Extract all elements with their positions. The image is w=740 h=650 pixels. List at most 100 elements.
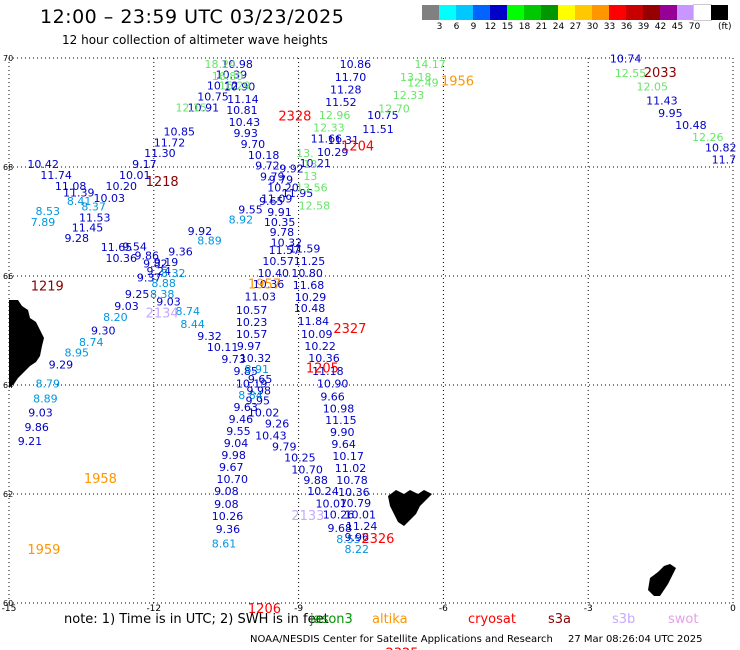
pass-time-label: 1206 — [248, 602, 281, 617]
legend-swatch — [592, 5, 609, 20]
wave-height-label: 10.24 — [307, 485, 339, 498]
wave-height-label: 10.36 — [106, 252, 137, 265]
legend-swatch — [711, 5, 728, 20]
wave-height-label: 10.40 — [258, 267, 290, 280]
pass-time-label: 1956 — [441, 74, 474, 89]
wave-height-label: 8.74 — [176, 305, 201, 318]
wave-height-label: 9.08 — [214, 498, 239, 511]
pass-time-label: 2325 — [385, 647, 418, 650]
track-nw-to-se: 10.4211.7411.0811.398.418.537.899.549.86… — [18, 158, 171, 448]
wave-height-label: 9.03 — [156, 295, 181, 308]
pass-time-label: 2033 — [644, 66, 677, 81]
legend-label: 15 — [501, 22, 514, 32]
legend-label: 6 — [453, 22, 460, 32]
wave-height-label: 9.03 — [28, 407, 53, 420]
wave-height-label: 11.51 — [362, 123, 394, 136]
wave-height-label: 9.19 — [154, 256, 179, 269]
legend-label: 30 — [586, 22, 599, 32]
wave-height-label: 13.56 — [296, 182, 328, 195]
wave-height-label: 11.03 — [245, 291, 276, 304]
pass-time-label: 1204 — [341, 140, 374, 155]
wave-height-label: 10.48 — [294, 302, 326, 315]
wave-height-label: 11.57 — [269, 244, 301, 257]
track-center-descending: 10.9011.1410.8110.439.939.7010.189.729.7… — [150, 81, 299, 551]
wave-height-label: 16.80 — [212, 70, 244, 83]
wave-height-label: 9.95 — [658, 107, 683, 120]
wave-height-label: 11.66 — [311, 132, 343, 145]
wave-height-label: 11.28 — [330, 83, 362, 96]
wave-height-label: 9.46 — [229, 413, 254, 426]
wave-height-label: 9.79 — [260, 171, 285, 184]
legend-swatch — [490, 5, 507, 20]
wave-height-label: 10.32 — [240, 352, 272, 365]
wave-height-label: 9.73 — [221, 353, 246, 366]
wave-height-label: 11.95 — [282, 187, 314, 200]
wave-height-label: 11.70 — [335, 71, 367, 84]
pass-time-label: 1218 — [146, 175, 179, 190]
wave-height-label: 9.86 — [24, 421, 49, 434]
legend-label: 24 — [552, 22, 565, 32]
wave-height-label: 10.36 — [308, 352, 340, 365]
wave-height-label: 9.36 — [216, 523, 241, 536]
lat-tick-label: 64 — [3, 381, 13, 390]
legend-label: 9 — [470, 22, 477, 32]
wave-height-label: 9.04 — [224, 437, 249, 450]
lat-tick-label: 66 — [3, 272, 13, 281]
wave-height-label: 10.98 — [323, 402, 355, 415]
pass-time-label: 1959 — [27, 543, 60, 558]
wave-height-label: 10.26 — [323, 509, 355, 522]
legend-swatch — [439, 5, 456, 20]
wave-height-label: 11.15 — [325, 414, 357, 427]
wave-height-label: 10.20 — [106, 180, 137, 193]
legend-swatch — [626, 5, 643, 20]
wave-height-label: 11.14 — [227, 93, 259, 106]
legend-label: 3 — [436, 22, 443, 32]
lat-tick-label: 62 — [3, 490, 13, 499]
legend-swatch — [541, 5, 558, 20]
legend-label: 12 — [484, 22, 497, 32]
wave-height-label: 9.54 — [122, 240, 147, 253]
pass-time-label: 1205 — [306, 361, 339, 376]
legend-swatch — [693, 4, 712, 21]
pass-time-label: 1958 — [84, 472, 117, 487]
wave-height-label: 9.92 — [279, 162, 304, 175]
wave-height-label: 7.89 — [31, 216, 56, 229]
axis-tick-labels: -15 -12 -9 -6 -3 0 70 68 66 64 62 60 — [2, 54, 736, 614]
satellite-swot: swot — [668, 612, 699, 627]
wave-height-label: 9.24 — [147, 265, 172, 278]
wave-height-label: 13.18 — [400, 71, 432, 84]
legend-swatch — [507, 5, 524, 20]
wave-height-label: 12.58 — [299, 200, 331, 213]
legend-label: 45 — [671, 22, 684, 32]
wave-height-label: 10.23 — [236, 316, 268, 329]
pass-time-labels: 2328 1204 1218 1956 2033 1219 1957 2134 2327 1205… — [27, 66, 676, 650]
lon-tick-label: -3 — [584, 604, 593, 614]
wave-height-label: 11.84 — [298, 315, 330, 328]
wave-height-label: 8.22 — [344, 543, 369, 556]
wave-height-label: 9.90 — [330, 426, 355, 439]
legend-swatch — [524, 5, 541, 20]
wave-height-label: 10.29 — [317, 146, 349, 159]
wave-height-label: 10.26 — [212, 510, 244, 523]
legend-label: 39 — [637, 22, 650, 32]
wave-height-label: 10.12 — [207, 80, 239, 93]
wave-height-label: 10.91 — [188, 101, 220, 114]
legend-label: 27 — [569, 22, 582, 32]
page-title: 12:00 – 23:59 UTC 03/23/2025 — [40, 6, 345, 28]
wave-height-label: 10.48 — [675, 119, 707, 132]
landmasses — [9, 300, 676, 596]
legend-label: 42 — [654, 22, 667, 32]
legend-swatch — [456, 5, 473, 20]
legend-label: 36 — [620, 22, 633, 32]
wave-height-label: 9.37 — [137, 271, 162, 284]
wave-height-label: 10.80 — [291, 267, 323, 280]
wave-height-label: 9.70 — [241, 138, 266, 151]
pass-time-label: 2133 — [291, 509, 324, 524]
lat-tick-label: 68 — [3, 163, 13, 172]
lon-tick-label: -15 — [2, 604, 17, 614]
legend-label: 18 — [518, 22, 531, 32]
wave-height-label: 10.35 — [264, 216, 296, 229]
wave-height-label: 11.53 — [79, 212, 111, 225]
